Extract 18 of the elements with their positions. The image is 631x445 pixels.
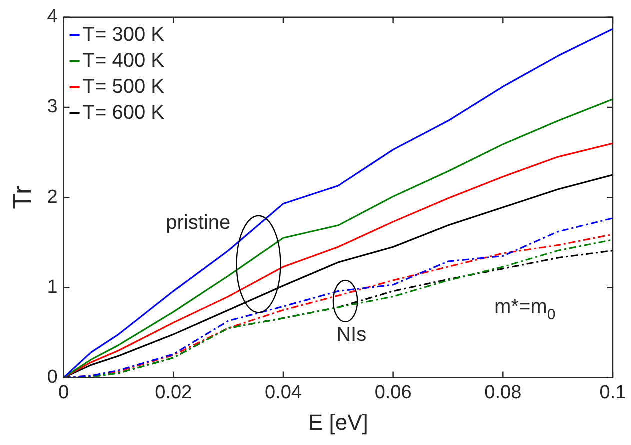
y-axis-title: Tr xyxy=(6,185,37,210)
y-tick-label: 4 xyxy=(47,6,58,28)
x-tick-label: 0.06 xyxy=(374,382,412,404)
x-tick-label: 0.02 xyxy=(155,382,192,404)
y-tick-label: 2 xyxy=(47,186,58,208)
x-axis-title: E [eV] xyxy=(308,410,368,435)
legend-label: T= 600 K xyxy=(82,102,166,124)
legend-label: T= 500 K xyxy=(82,76,166,98)
x-tick-label: 0.08 xyxy=(484,382,522,404)
x-tick-label: 0.04 xyxy=(264,382,302,404)
annotation: NIs xyxy=(336,324,367,346)
y-tick-label: 0 xyxy=(47,367,58,388)
legend-label: T= 300 K xyxy=(82,24,166,46)
legend-label: T= 400 K xyxy=(82,50,166,72)
y-tick-label: 3 xyxy=(47,96,58,118)
annotation: pristine xyxy=(166,212,231,234)
x-tick-label: 0.1 xyxy=(600,382,626,404)
y-tick-label: 1 xyxy=(47,276,58,298)
